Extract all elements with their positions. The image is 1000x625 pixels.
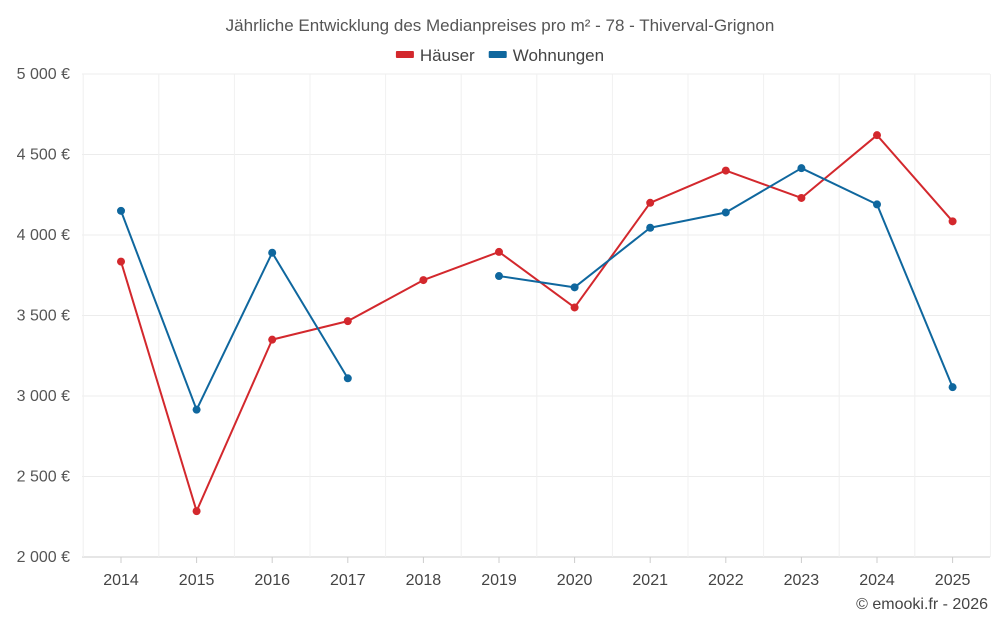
x-tick-label-2020: 2020	[557, 572, 593, 589]
x-tick-label-2021: 2021	[632, 572, 668, 589]
series-layer	[117, 131, 957, 516]
data-point-Häuser-2023[interactable]	[797, 193, 806, 202]
data-point-Häuser-2015[interactable]	[192, 507, 201, 516]
x-tick-label-2019: 2019	[481, 572, 517, 589]
x-axis: 2014 2015 2016 2017 2018 2019 2020 2021 2022 2023…	[103, 557, 970, 589]
data-point-Häuser-2024[interactable]	[873, 131, 881, 140]
data-point-Wohnungen-2017[interactable]	[343, 374, 352, 383]
data-point-Wohnungen-2024[interactable]	[873, 200, 881, 209]
data-point-Häuser-2017[interactable]	[343, 317, 352, 326]
data-point-Wohnungen-2022[interactable]	[721, 208, 730, 217]
chart-title: Jährliche Entwicklung des Medianpreises …	[226, 16, 775, 35]
data-point-Häuser-2016[interactable]	[268, 335, 277, 344]
data-point-Häuser-2022[interactable]	[721, 166, 730, 175]
x-tick-label-2018: 2018	[406, 572, 442, 589]
legend-item-Häuser[interactable]: Häuser	[395, 46, 475, 65]
x-tick-label-2022: 2022	[708, 572, 744, 589]
y-tick-label-4000: 4 000 €	[17, 227, 70, 244]
data-point-Wohnungen-2015[interactable]	[192, 405, 201, 414]
data-point-Wohnungen-2016[interactable]	[268, 248, 277, 257]
grid	[82, 73, 991, 558]
y-tick-label-3500: 3 500 €	[17, 308, 70, 325]
y-tick-label-3000: 3 000 €	[17, 388, 70, 405]
data-point-Häuser-2014[interactable]	[117, 257, 125, 266]
data-point-Wohnungen-2023[interactable]	[797, 164, 806, 173]
x-tick-label-2025: 2025	[935, 572, 971, 589]
series-Wohnungen	[117, 164, 957, 414]
data-point-Wohnungen-2019[interactable]	[495, 272, 503, 281]
data-point-Häuser-2020[interactable]	[570, 303, 579, 312]
data-point-Häuser-2021[interactable]	[646, 198, 655, 207]
y-tick-label-2500: 2 500 €	[17, 469, 70, 486]
series-line-Wohnungen-1	[498, 167, 954, 388]
legend[interactable]: Häuser Wohnungen	[395, 46, 604, 65]
data-point-Wohnungen-2014[interactable]	[117, 206, 125, 215]
legend-swatch-Wohnungen	[488, 51, 507, 58]
y-tick-label-4500: 4 500 €	[17, 147, 70, 164]
data-point-Wohnungen-2025[interactable]	[948, 383, 957, 392]
x-tick-label-2015: 2015	[179, 572, 215, 589]
legend-label-Wohnungen: Wohnungen	[513, 46, 604, 65]
data-point-Wohnungen-2020[interactable]	[570, 283, 579, 292]
data-point-Wohnungen-2021[interactable]	[646, 223, 655, 232]
series-Häuser	[117, 131, 957, 516]
x-tick-label-2017: 2017	[330, 572, 366, 589]
legend-label-Häuser: Häuser	[420, 46, 475, 65]
legend-swatch-Häuser	[395, 51, 414, 58]
x-tick-label-2016: 2016	[254, 572, 290, 589]
x-tick-label-2014: 2014	[103, 572, 139, 589]
y-tick-label-5000: 5 000 €	[17, 66, 70, 83]
data-point-Häuser-2025[interactable]	[948, 217, 957, 226]
x-tick-label-2023: 2023	[784, 572, 820, 589]
data-point-Häuser-2018[interactable]	[419, 276, 428, 285]
series-line-Häuser-0	[120, 134, 954, 513]
credit-text: © emooki.fr - 2026	[856, 596, 988, 613]
x-tick-label-2024: 2024	[859, 572, 895, 589]
series-line-Wohnungen-0	[120, 210, 349, 411]
y-axis: 2 000 € 2 500 € 3 000 € 3 500 € 4 000 € 4 500…	[17, 66, 70, 566]
data-point-Häuser-2019[interactable]	[495, 247, 503, 256]
legend-item-Wohnungen[interactable]: Wohnungen	[488, 46, 604, 65]
y-tick-label-2000: 2 000 €	[17, 549, 70, 566]
